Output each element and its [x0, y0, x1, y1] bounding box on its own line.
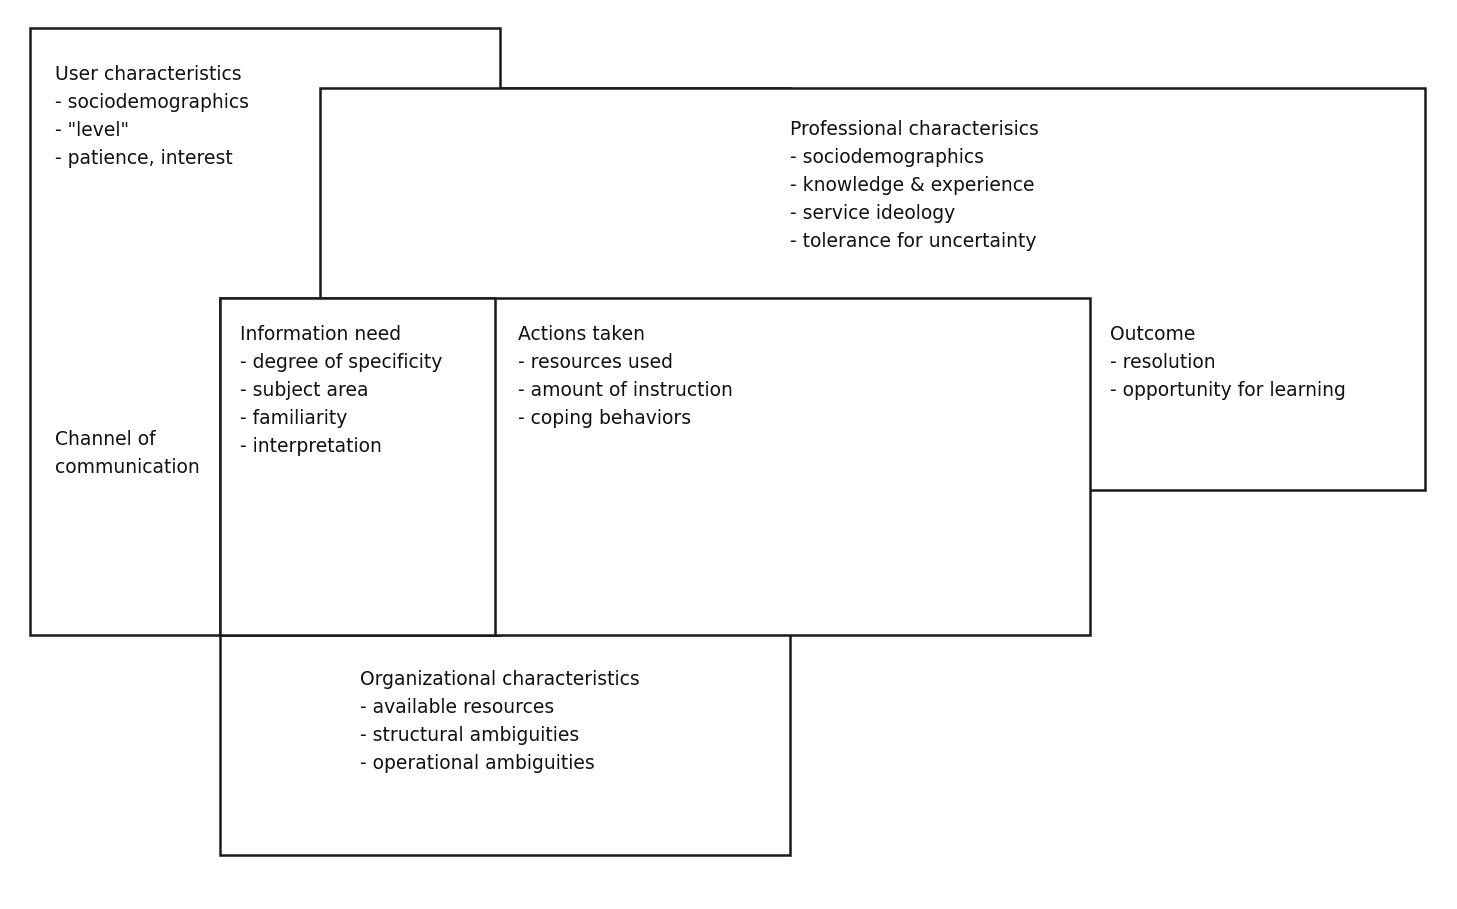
Text: Channel of
communication: Channel of communication	[55, 430, 200, 477]
Bar	[220, 298, 1090, 635]
Text: Organizational characteristics
- available resources
- structural ambiguities
- : Organizational characteristics - availab…	[360, 670, 640, 773]
Bar	[220, 88, 790, 855]
Bar	[220, 298, 495, 635]
Bar	[321, 88, 1425, 490]
Text: Outcome
- resolution
- opportunity for learning: Outcome - resolution - opportunity for l…	[1110, 325, 1346, 400]
Text: User characteristics
- sociodemographics
- "level"
- patience, interest: User characteristics - sociodemographics…	[55, 65, 249, 168]
Text: Actions taken
- resources used
- amount of instruction
- coping behaviors: Actions taken - resources used - amount …	[519, 325, 733, 428]
Text: Information need
- degree of specificity
- subject area
- familiarity
- interpre: Information need - degree of specificity…	[240, 325, 443, 456]
Bar	[31, 28, 500, 635]
Text: Professional characterisics
- sociodemographics
- knowledge & experience
- servi: Professional characterisics - sociodemog…	[790, 120, 1039, 251]
